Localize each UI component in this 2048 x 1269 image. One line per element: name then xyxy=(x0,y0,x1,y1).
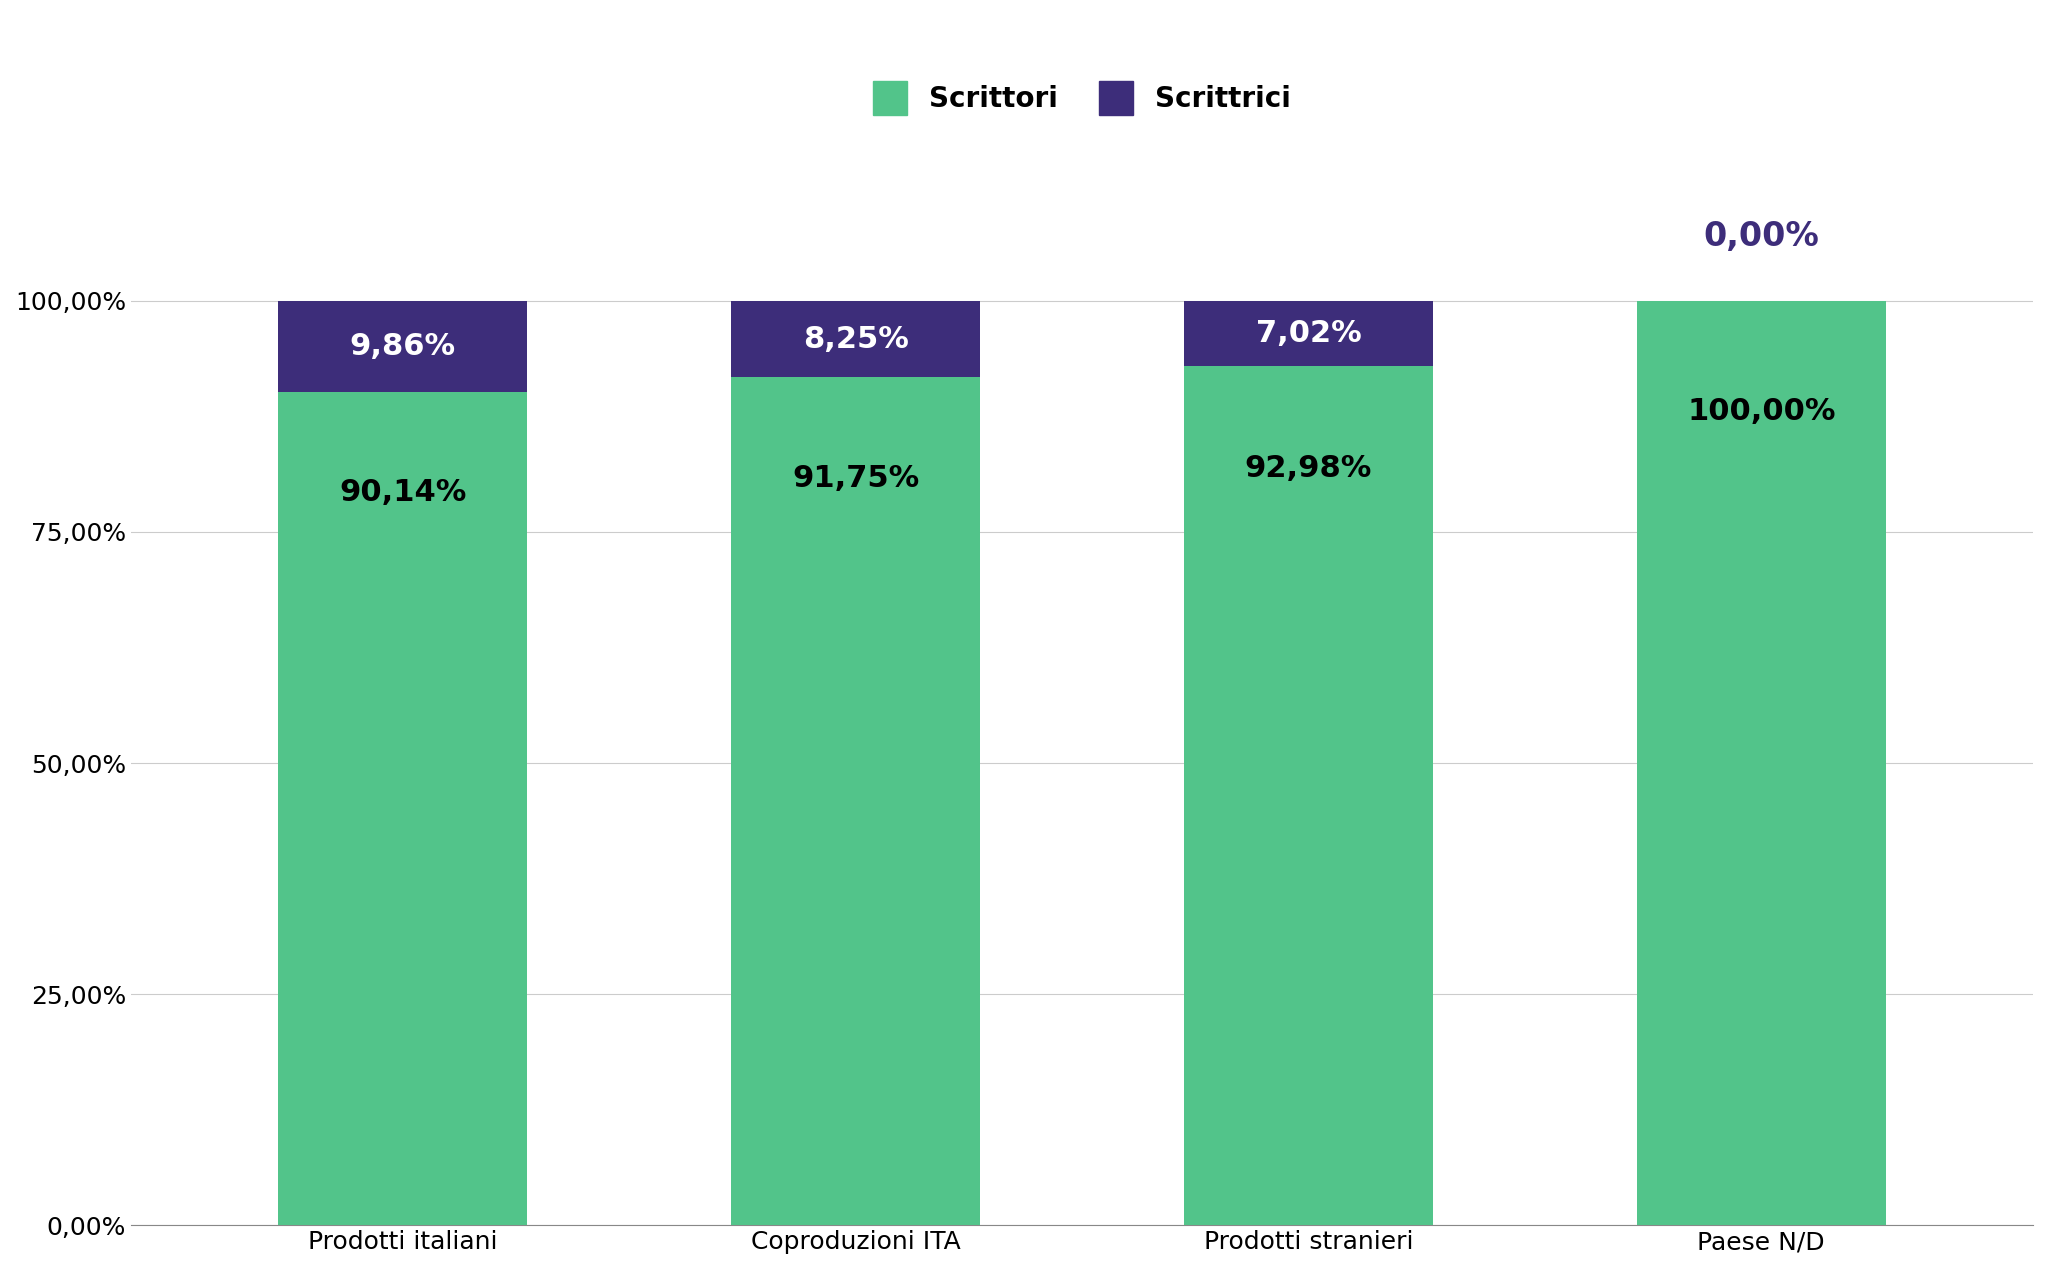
Bar xyxy=(279,301,526,392)
Text: 7,02%: 7,02% xyxy=(1255,319,1362,348)
Text: 0,00%: 0,00% xyxy=(1704,220,1819,253)
Text: 92,98%: 92,98% xyxy=(1245,454,1372,483)
Text: 8,25%: 8,25% xyxy=(803,325,909,354)
Bar xyxy=(731,301,981,377)
Bar xyxy=(1636,301,1886,1225)
Text: 91,75%: 91,75% xyxy=(793,464,920,494)
Bar xyxy=(1184,365,1434,1225)
Bar xyxy=(279,392,526,1225)
Legend: Scrittori, Scrittrici: Scrittori, Scrittrici xyxy=(862,70,1303,126)
Bar xyxy=(731,377,981,1225)
Text: 100,00%: 100,00% xyxy=(1688,397,1835,426)
Text: 90,14%: 90,14% xyxy=(340,477,467,506)
Text: 9,86%: 9,86% xyxy=(350,332,457,360)
Bar xyxy=(1184,301,1434,365)
